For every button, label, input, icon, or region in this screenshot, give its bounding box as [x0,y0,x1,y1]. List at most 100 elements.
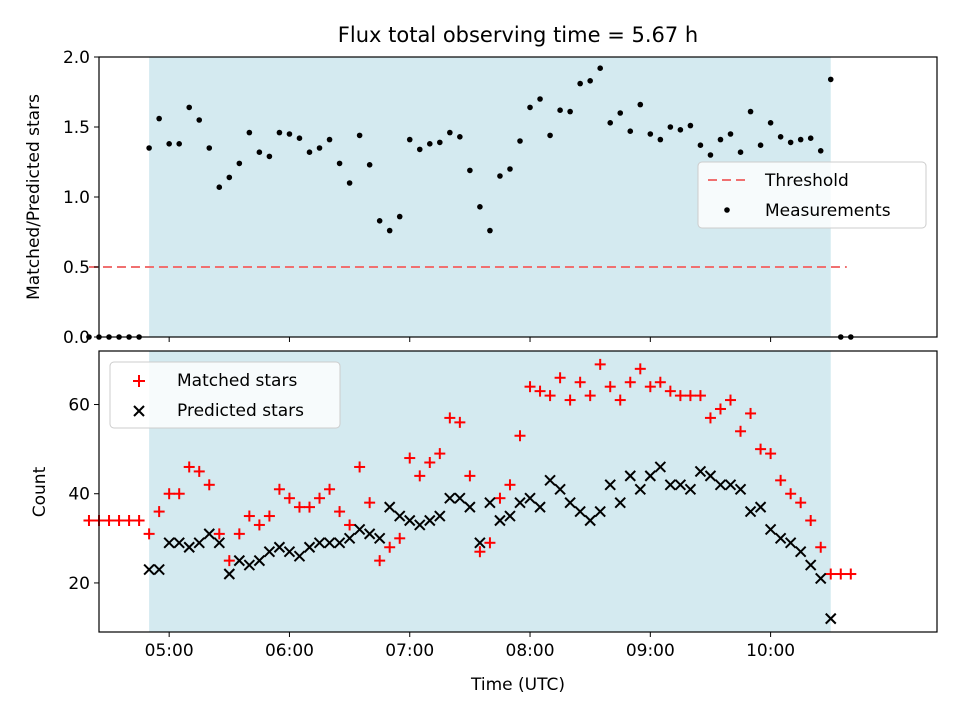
matched-star-point [574,376,586,388]
predicted-star-point [654,461,667,473]
bottom-y-tick-label: 20 [68,574,90,594]
measurement-point [437,139,443,146]
predicted-star-point [764,523,777,536]
measurement-point [477,204,483,210]
measurement-point [677,127,684,133]
predicted-star-point [434,510,446,522]
predicted-star-point [484,496,496,509]
matched-star-point [293,501,305,513]
predicted-star-point [634,483,646,495]
predicted-star-point [614,496,626,509]
matched-star-point [594,358,606,370]
measurement-point [807,135,814,141]
measurement-point [206,145,213,151]
x-tick-label: 10:00 [746,641,795,661]
measurement-point [717,136,724,143]
predicted-star-point [353,523,366,536]
matched-star-point [634,363,646,375]
matched-star-point [795,497,807,509]
measurement-point [416,146,423,153]
predicted-star-point [744,505,757,518]
predicted-star-point [404,514,416,527]
measurement-point [617,110,624,116]
measurement-point [657,136,664,143]
measurement-point [256,149,263,155]
matched-star-point [123,514,135,526]
matched-star-point [253,519,265,531]
measurement-point [146,145,152,151]
measurement-point [777,134,784,140]
top-legend: Threshold Measurements [697,161,927,229]
bottom-legend: Matched stars Predicted stars [109,361,341,429]
predicted-star-point [474,537,486,549]
matched-star-point [193,465,205,477]
matched-star-point [263,510,275,522]
measurement-point [737,149,744,155]
matched-star-point [644,381,656,393]
predicted-star-point [734,483,747,495]
x-tick-label: 06:00 [265,641,314,661]
top-y-tick-label: 0.0 [63,328,90,348]
predicted-star-point [183,541,195,553]
measurement-point [86,334,92,340]
matched-star-point [845,568,857,580]
x-tick-label: 08:00 [506,641,555,661]
predicted-star-point [825,612,837,625]
predicted-star-point [594,505,606,518]
predicted-star-point [263,546,276,558]
measurement-point [787,139,794,146]
measurement-point [517,138,523,144]
bottom-y-axis-label: Count [30,466,50,517]
measurement-point [326,136,333,143]
matched-star-point [534,385,546,397]
matched-star-point [404,452,416,464]
measurement-point [637,101,644,108]
matched-star-point [805,514,817,526]
matched-star-point [755,443,767,455]
predicted-star-point [684,483,697,495]
measurement-point [276,129,283,136]
measurement-point [236,160,243,167]
matched-star-point [664,385,676,397]
matched-star-point [223,555,235,567]
matched-star-point [304,501,316,513]
matched-star-point [684,390,696,402]
predicted-star-point [333,537,346,549]
matched-star-point [745,407,757,419]
measurement-point [396,213,403,220]
matched-star-point [133,514,145,526]
bottom-legend-box [109,361,341,429]
measurement-point [537,96,543,102]
measurement-point [577,80,583,87]
predicted-star-point [584,514,596,527]
matched-star-point [704,412,716,424]
measurement-point [166,141,172,147]
measurement-point [587,78,593,84]
predicted-star-point [283,546,296,558]
measurement-point [356,132,363,139]
legend-measurements-label: Measurements [765,201,891,221]
legend-measurements-swatch [724,207,730,213]
matched-star-point [835,568,847,580]
measurement-point [817,148,824,154]
bottom-panel-frame [98,350,938,633]
measurement-point [567,108,573,115]
matched-star-point [424,457,436,469]
matched-star-point [283,492,295,504]
predicted-star-point [203,528,215,540]
matched-star-point [614,394,626,406]
predicted-star-point [293,550,306,562]
bottom-y-tick-label: 60 [68,396,90,416]
measurement-point [527,104,533,111]
measurement-point [727,131,734,137]
matched-star-point [725,394,737,406]
predicted-star-point [363,528,376,540]
measurement-point [246,129,253,136]
predicted-star-point [454,492,466,504]
matched-star-point [113,514,125,526]
measurement-point [797,136,804,143]
predicted-star-point [574,505,586,518]
predicted-star-point [534,501,546,513]
legend-predicted-swatch [133,405,145,417]
